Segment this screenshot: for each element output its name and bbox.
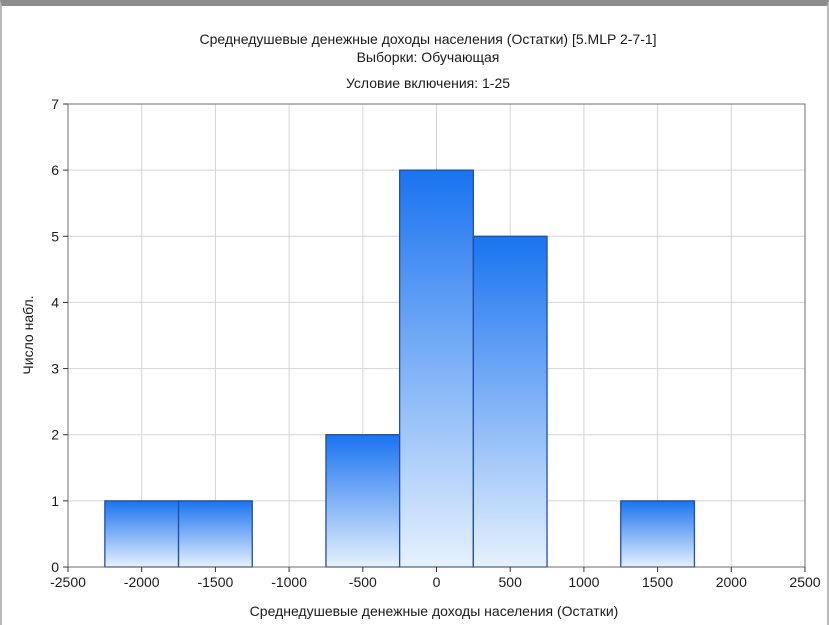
y-tick-label: 2 xyxy=(51,427,59,443)
x-tick-label: -2500 xyxy=(50,574,86,590)
y-axis-ticks: 0 1 2 3 4 5 6 7 xyxy=(51,96,68,575)
histogram-bars xyxy=(104,169,696,568)
y-tick-label: 7 xyxy=(51,96,59,112)
chart-title: Среднедушевые денежные доходы населения … xyxy=(199,31,656,47)
y-tick-label: 0 xyxy=(51,559,59,575)
histogram-bar xyxy=(325,434,401,568)
y-tick-label: 4 xyxy=(51,294,59,310)
x-tick-label: -2000 xyxy=(124,574,160,590)
x-tick-label: -1000 xyxy=(271,574,307,590)
x-tick-label: 2000 xyxy=(716,574,747,590)
histogram-bar xyxy=(177,500,253,568)
histogram-bar xyxy=(104,500,180,568)
histogram-bar xyxy=(472,235,548,568)
y-tick-label: 5 xyxy=(51,228,59,244)
y-axis-label: Число набл. xyxy=(20,295,36,374)
chart-subtitle-samples: Выборки: Обучающая xyxy=(357,49,500,65)
x-axis-label: Среднедушевые денежные доходы населения … xyxy=(250,603,619,619)
histogram-bar xyxy=(620,500,696,568)
y-tick-label: 6 xyxy=(51,162,59,178)
x-tick-label: -500 xyxy=(349,574,377,590)
x-tick-label: 1000 xyxy=(568,574,599,590)
y-tick-label: 1 xyxy=(51,493,59,509)
x-tick-label: 500 xyxy=(499,574,523,590)
chart-subtitle-condition: Условие включения: 1-25 xyxy=(346,75,510,91)
x-tick-label: 2500 xyxy=(789,574,820,590)
x-axis-ticks: -2500 -2000 -1500 -1000 -500 0 500 1000 1500 2000… xyxy=(50,567,821,590)
x-tick-label: 0 xyxy=(433,574,441,590)
x-tick-label: -1500 xyxy=(197,574,233,590)
x-tick-label: 1500 xyxy=(642,574,673,590)
y-tick-label: 3 xyxy=(51,361,59,377)
histogram-bar xyxy=(398,169,474,568)
